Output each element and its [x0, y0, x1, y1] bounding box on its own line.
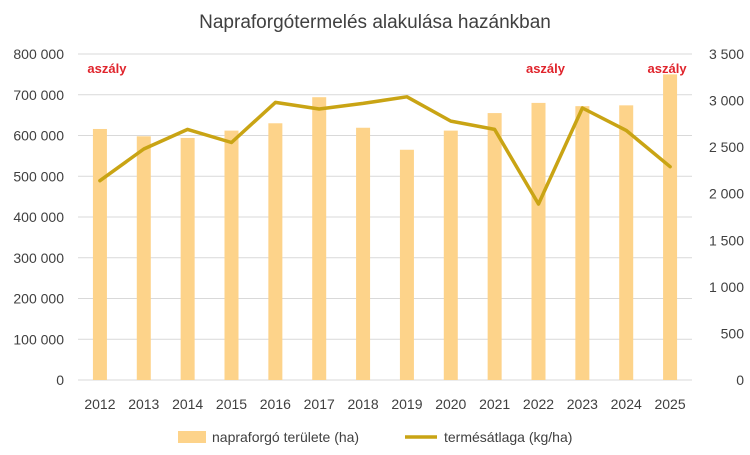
line-point-2014: [187, 128, 189, 130]
bar-2014: [180, 137, 195, 380]
legend-swatch-bar: [178, 431, 206, 443]
line-series: [98, 95, 672, 206]
x-axis-tick-label: 2013: [128, 396, 159, 412]
x-axis-tick-label: 2018: [347, 396, 378, 412]
bar-series: [92, 74, 678, 381]
left-axis-tick-label: 300 000: [13, 250, 64, 266]
line-point-2015: [231, 141, 232, 143]
x-axis-tick-label: 2014: [172, 396, 203, 412]
left-axis-tick-label: 600 000: [13, 128, 64, 144]
annotations: aszály aszály aszály: [87, 61, 687, 76]
line-point-2025: [669, 166, 671, 168]
x-axis-tick-label: 2023: [567, 396, 598, 412]
x-axis-tick-label: 2015: [216, 396, 247, 412]
x-axis-tick-label: 2022: [523, 396, 554, 412]
x-axis-tick-label: 2016: [260, 396, 291, 412]
right-axis-tick-label: 500: [721, 325, 745, 341]
bar-2012: [92, 128, 107, 380]
yield-line: [98, 95, 672, 206]
x-axis-tick-label: 2024: [611, 396, 642, 412]
x-axis-tick-label: 2025: [654, 396, 685, 412]
legend: napraforgó területe (ha) termésátlaga (kg…: [178, 429, 572, 445]
bar-2024: [619, 105, 634, 380]
x-axis-tick-label: 2019: [391, 396, 422, 412]
gridlines: [78, 53, 692, 381]
bar-2019: [399, 149, 414, 380]
line-point-2012: [99, 180, 101, 182]
line-point-2020: [450, 120, 452, 122]
line-point-2018: [362, 102, 364, 104]
left-axis-tick-label: 200 000: [13, 291, 64, 307]
left-axis-tick-label: 100 000: [13, 331, 64, 347]
bar-2023: [575, 106, 590, 380]
line-point-2021: [494, 128, 496, 130]
right-axis-tick-label: 3 000: [709, 93, 744, 109]
line-point-2023: [581, 107, 583, 109]
bar-2021: [487, 113, 502, 381]
right-axis-tick-label: 2 500: [709, 139, 744, 155]
bar-2013: [136, 136, 151, 380]
x-axis-tick-label: 2017: [304, 396, 335, 412]
annotation-drought: aszály: [87, 61, 127, 76]
line-point-2016: [274, 101, 276, 103]
right-axis-tick-label: 0: [736, 372, 744, 388]
left-axis-tick-label: 400 000: [13, 209, 64, 225]
right-axis-tick-label: 1 000: [709, 279, 744, 295]
line-point-2013: [143, 148, 145, 150]
bar-2016: [268, 123, 283, 381]
left-axis-tick-label: 800 000: [13, 46, 64, 62]
x-axis-tick-label: 2021: [479, 396, 510, 412]
line-point-2024: [625, 129, 627, 131]
left-axis-tick-label: 700 000: [13, 87, 64, 103]
x-axis-tick-label: 2012: [84, 396, 115, 412]
annotation-drought: aszály: [648, 61, 688, 76]
line-point-2017: [318, 108, 320, 110]
right-axis-tick-label: 2 000: [709, 186, 744, 202]
bar-2017: [312, 97, 327, 380]
x-axis-tick-label: 2020: [435, 396, 466, 412]
right-axis-tick-label: 3 500: [709, 46, 744, 62]
chart-title: Napraforgótermelés alakulása hazánkban: [199, 12, 551, 33]
legend-label-bar: napraforgó területe (ha): [212, 429, 359, 445]
bar-2018: [356, 127, 371, 380]
left-axis-tick-label: 500 000: [13, 168, 64, 184]
left-axis-tick-label: 0: [56, 372, 64, 388]
legend-label-line: termésátlaga (kg/ha): [444, 429, 572, 445]
annotation-drought: aszály: [526, 61, 566, 76]
bar-2015: [224, 130, 239, 380]
right-axis-ticks: 0 500 1 000 1 500 2 000 2 500 3 000 3 500: [709, 46, 744, 388]
line-point-2019: [406, 96, 408, 98]
bar-2020: [443, 130, 458, 380]
bar-2022: [531, 102, 546, 381]
x-axis-ticks: 2012 2013 2014 2015 2016 2017 2018 2019 2020 2021…: [84, 396, 686, 412]
line-point-2022: [538, 203, 539, 205]
bar-2025: [663, 74, 678, 380]
right-axis-tick-label: 1 500: [709, 232, 744, 248]
left-axis-ticks: 0 100 000 200 000 300 000 400 000 500 000 600 …: [13, 46, 64, 388]
